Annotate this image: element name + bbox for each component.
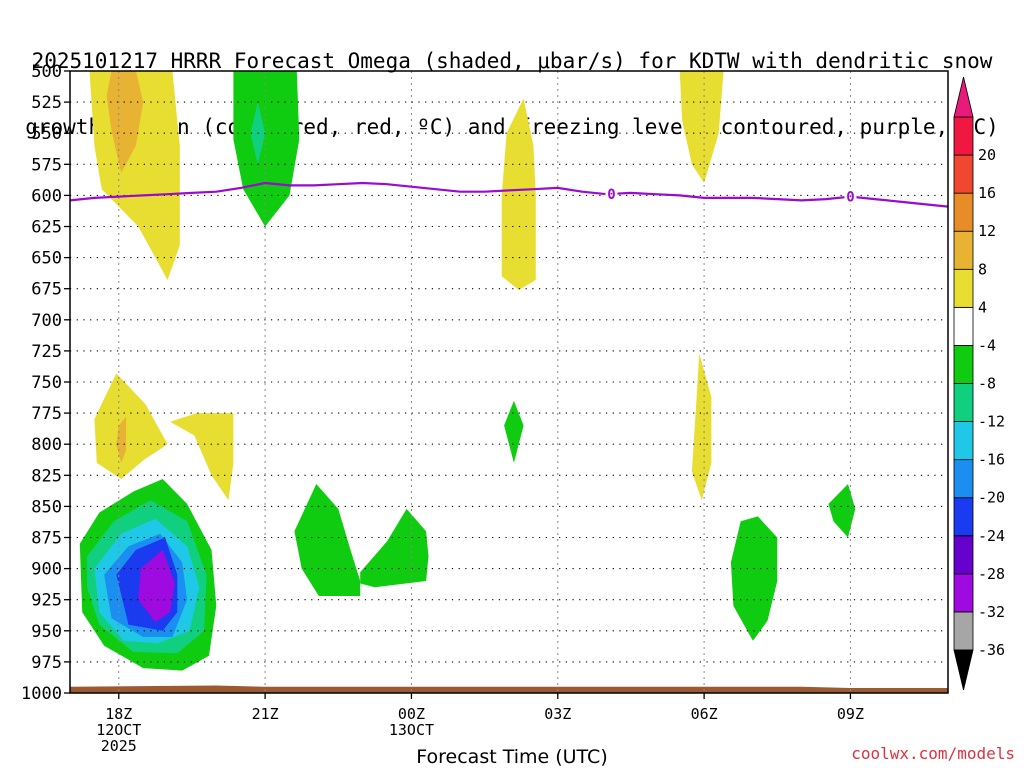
colorbar-swatch bbox=[953, 192, 974, 232]
omega-region-5 bbox=[679, 71, 724, 183]
colorbar-label: -12 bbox=[978, 413, 1005, 431]
y-tick-label: 575 bbox=[31, 155, 62, 175]
terrain bbox=[70, 685, 948, 693]
colorbar-label: -32 bbox=[978, 603, 1005, 621]
omega-region-20 bbox=[828, 484, 856, 538]
freezing-level-label: 0 bbox=[846, 190, 854, 206]
colorbar-swatch bbox=[953, 573, 974, 613]
colorbar-label: 8 bbox=[978, 260, 987, 278]
colorbar-swatch bbox=[953, 230, 974, 270]
colorbar-swatch bbox=[953, 116, 974, 156]
y-tick-label: 975 bbox=[31, 653, 62, 673]
terrain-fill bbox=[70, 685, 948, 693]
colorbar-swatch bbox=[953, 306, 974, 346]
x-tick-label: 09Z bbox=[837, 705, 864, 723]
x-tick-label: 03Z bbox=[544, 705, 571, 723]
omega-region-16 bbox=[138, 549, 175, 623]
colorbar-label: 16 bbox=[978, 184, 996, 202]
colorbar-label: -20 bbox=[978, 489, 1005, 507]
colorbar-label: 12 bbox=[978, 222, 996, 240]
y-tick-label: 800 bbox=[31, 435, 62, 455]
colorbar: -36 -32 -28 -24 -20 -16 -12 -8 -4 4 8 12 16 20 bbox=[953, 76, 1005, 691]
y-tick-label: 750 bbox=[31, 373, 62, 393]
colorbar-label: -16 bbox=[978, 451, 1005, 469]
contour-label-bg bbox=[605, 185, 618, 202]
y-tick-label: 700 bbox=[31, 311, 62, 331]
x-tick-label: 2025 bbox=[101, 737, 137, 755]
colorbar-label: -8 bbox=[978, 375, 996, 393]
y-tick-label: 1000 bbox=[21, 684, 62, 704]
colorbar-label: -4 bbox=[978, 336, 996, 354]
y-tick-label: 950 bbox=[31, 622, 62, 642]
x-tick-label: 21Z bbox=[252, 705, 279, 723]
y-tick-label: 600 bbox=[31, 186, 62, 206]
omega-region-10 bbox=[504, 400, 524, 463]
y-axis: 500 525 550 575 600 625 650 675 700 725 750 775 800 8… bbox=[21, 62, 70, 704]
freezing-level-line bbox=[70, 181, 948, 208]
omega-region-9 bbox=[691, 353, 712, 501]
colorbar-swatch bbox=[953, 154, 974, 194]
y-tick-label: 650 bbox=[31, 249, 62, 269]
colorbar-swatch bbox=[953, 611, 974, 651]
contour-label-bg bbox=[844, 188, 857, 205]
x-tick-label: 06Z bbox=[691, 705, 718, 723]
y-tick-label: 525 bbox=[31, 93, 62, 113]
y-tick-label: 925 bbox=[31, 591, 62, 611]
y-tick-label: 825 bbox=[31, 466, 62, 486]
omega-region-4 bbox=[501, 98, 536, 290]
colorbar-label: -24 bbox=[978, 527, 1005, 545]
colorbar-swatch bbox=[953, 345, 974, 384]
colorbar-swatch bbox=[953, 497, 974, 537]
omega-region-19 bbox=[730, 516, 778, 641]
omega-region-2 bbox=[233, 71, 300, 227]
omega-region-8 bbox=[170, 413, 234, 501]
y-tick-label: 850 bbox=[31, 497, 62, 517]
omega-region-18 bbox=[360, 508, 429, 588]
x-axis-label: Forecast Time (UTC) bbox=[416, 746, 608, 768]
omega-region-7 bbox=[116, 416, 127, 463]
y-tick-label: 875 bbox=[31, 529, 62, 549]
y-tick-label: 775 bbox=[31, 404, 62, 424]
x-tick-label: 12OCT bbox=[96, 721, 141, 739]
y-tick-label: 625 bbox=[31, 218, 62, 238]
grid bbox=[70, 71, 948, 693]
freezing-level-label: 0 bbox=[607, 187, 615, 203]
colorbar-label: -28 bbox=[978, 565, 1005, 583]
y-tick-label: 675 bbox=[31, 280, 62, 300]
colorbar-label: 20 bbox=[978, 146, 996, 164]
colorbar-label: 4 bbox=[978, 298, 987, 316]
y-tick-label: 900 bbox=[31, 560, 62, 580]
colorbar-under-arrow bbox=[953, 649, 974, 691]
colorbar-swatch bbox=[953, 459, 974, 499]
omega-region-6 bbox=[94, 373, 168, 479]
colorbar-swatch bbox=[953, 268, 974, 308]
x-tick-label: 00Z bbox=[398, 705, 425, 723]
colorbar-over-arrow bbox=[953, 76, 974, 118]
credit-link[interactable]: coolwx.com/models bbox=[851, 744, 1015, 763]
x-tick-label: 13OCT bbox=[389, 721, 434, 739]
colorbar-swatch bbox=[953, 535, 974, 575]
omega-shading bbox=[79, 71, 856, 671]
colorbar-swatch bbox=[953, 383, 974, 422]
omega-region-17 bbox=[294, 484, 361, 596]
omega-region-1 bbox=[106, 71, 144, 173]
x-tick-label: 18Z bbox=[105, 705, 132, 723]
colorbar-swatch bbox=[953, 421, 974, 461]
y-tick-label: 500 bbox=[31, 62, 62, 82]
colorbar-label: -36 bbox=[978, 641, 1005, 659]
chart-title-line-1: 2025101217 HRRR Forecast Omega (shaded, … bbox=[31, 49, 993, 73]
y-tick-label: 725 bbox=[31, 342, 62, 362]
y-tick-label: 550 bbox=[31, 124, 62, 144]
